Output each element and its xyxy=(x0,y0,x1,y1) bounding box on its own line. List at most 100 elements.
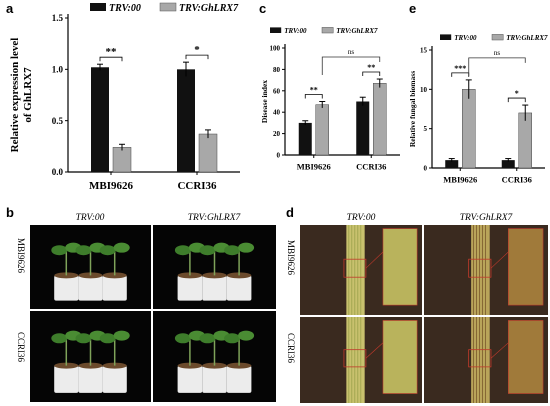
stem-section xyxy=(346,225,365,315)
photo-d-mbi9626-trv00 xyxy=(300,225,422,315)
soil xyxy=(102,362,127,369)
y-tick-label: 1.0 xyxy=(52,64,64,74)
significance-bracket xyxy=(362,71,381,77)
photo-d-col-label-trvghlrx7: TRV:GhLRX7 xyxy=(459,213,513,223)
leaf xyxy=(113,242,130,253)
leaf xyxy=(199,245,216,256)
zoom-box xyxy=(468,258,492,278)
leaf xyxy=(224,333,241,344)
legend-label-trvghlrx7: TRV:GhLRX7 xyxy=(506,34,548,42)
significance-bracket xyxy=(99,56,123,62)
significance-label: *** xyxy=(454,64,466,73)
zoom-box xyxy=(468,349,492,368)
panel-label-c: c xyxy=(259,1,267,16)
legend-swatch-trv00 xyxy=(90,3,106,11)
x-category-label: CCRI36 xyxy=(356,162,386,172)
bar xyxy=(356,101,370,155)
stem-section xyxy=(346,317,365,403)
bar xyxy=(298,122,312,155)
y-tick-label: 0 xyxy=(277,151,281,159)
significance-label: ** xyxy=(367,63,375,72)
leaf xyxy=(99,245,116,256)
bar xyxy=(315,104,329,156)
legend-swatch-trv00 xyxy=(270,27,282,33)
significance-label: * xyxy=(515,89,519,98)
panel-label-a: a xyxy=(6,1,14,16)
photo-d-ccri36-trv00 xyxy=(300,317,422,403)
bar xyxy=(91,67,109,172)
y-tick-label: 10 xyxy=(420,86,428,94)
y-tick-label: 15 xyxy=(420,46,428,54)
stem-section xyxy=(471,317,490,403)
legend-swatch-trv00 xyxy=(440,34,452,40)
leaf xyxy=(51,245,68,256)
leaf xyxy=(199,333,216,344)
legend-label-trvghlrx7: TRV:GhLRX7 xyxy=(179,3,239,14)
significance-label: * xyxy=(194,44,200,56)
photo-b-row-label-mbi9626: MBI9626 xyxy=(16,238,26,274)
leaf xyxy=(174,245,191,256)
zoom-connector xyxy=(490,251,509,269)
soil xyxy=(177,362,203,369)
soil xyxy=(226,362,252,369)
x-category-label: MBI9626 xyxy=(89,180,134,192)
legend-label-trv00: TRV:00 xyxy=(109,3,141,14)
pot xyxy=(226,275,252,301)
panel-label-e: e xyxy=(409,1,417,16)
leaf xyxy=(75,245,92,256)
photo-b-ccri36-trv00 xyxy=(30,311,151,402)
photo-b-col-label-trv00: TRV:00 xyxy=(75,213,105,223)
bar xyxy=(445,160,459,168)
soil xyxy=(54,362,79,369)
leaf xyxy=(238,330,255,341)
panel-label-b: b xyxy=(6,205,14,220)
legend-swatch-trvghlrx7 xyxy=(321,27,334,34)
photo-b-mbi9626-trv00 xyxy=(30,225,151,309)
y-tick-label: 5 xyxy=(424,125,428,133)
significance-bracket xyxy=(304,94,323,99)
legend-swatch-trvghlrx7 xyxy=(159,2,177,12)
y-tick-label: 100 xyxy=(270,44,281,52)
y-tick-label: 1.5 xyxy=(52,13,64,23)
pot xyxy=(202,365,227,393)
pot xyxy=(54,275,79,301)
significance-bracket xyxy=(451,72,470,77)
zoom-connector xyxy=(365,251,384,269)
bar xyxy=(112,147,132,173)
chart-e-fungal-biomass: TRV:00 TRV:GhLRX7 0 5 10 15 Relative fungal bi… xyxy=(408,34,548,185)
leaf xyxy=(238,242,255,253)
y-tick-label: 20 xyxy=(273,130,281,138)
photo-b-col-label-trvghlrx7: TRV:GhLRX7 xyxy=(187,213,241,223)
leaf xyxy=(224,245,241,256)
leaf xyxy=(174,333,191,344)
pot xyxy=(78,275,103,301)
y-axis-label: Relative fungal biomass xyxy=(408,71,417,147)
leaf xyxy=(99,333,116,344)
zoom-connector xyxy=(365,342,384,359)
significance-label: ** xyxy=(106,46,118,58)
photo-d-row-label-mbi9626: MBI9626 xyxy=(286,240,296,276)
y-tick-label: 0 xyxy=(424,164,428,172)
pot xyxy=(102,275,127,301)
leaf xyxy=(75,333,92,344)
bar xyxy=(501,160,515,168)
legend-swatch-trvghlrx7 xyxy=(491,34,504,41)
photo-d-mbi9626-trvghlrx7 xyxy=(424,225,548,315)
significance-bracket xyxy=(507,97,526,103)
pot xyxy=(102,365,127,393)
bar xyxy=(518,112,532,169)
y-axis-label: Relative expression level xyxy=(9,38,21,153)
stem-section xyxy=(471,225,490,315)
photo-d-col-label-trv00: TRV:00 xyxy=(346,213,376,223)
bar xyxy=(177,69,195,172)
y-tick-label: 40 xyxy=(273,109,281,117)
photo-d-ccri36-trvghlrx7 xyxy=(424,317,548,403)
legend-label-trvghlrx7: TRV:GhLRX7 xyxy=(336,27,378,35)
inset-zoom xyxy=(508,320,544,394)
y-axis-label-line2: of GhLRX7 xyxy=(22,67,34,123)
ns-bracket xyxy=(468,57,526,76)
y-tick-label: 80 xyxy=(273,66,281,74)
significance-bracket xyxy=(185,54,209,60)
chart-c-disease-index: TRV:00 TRV:GhLRX7 0 20 40 60 80 100 Disease inde… xyxy=(260,27,400,172)
y-tick-label: 0.0 xyxy=(52,167,64,177)
